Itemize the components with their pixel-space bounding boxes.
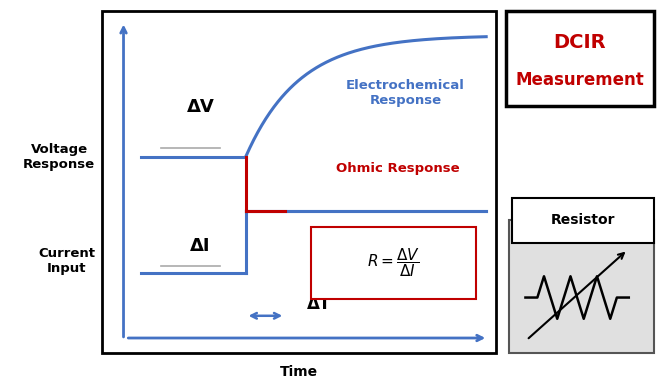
Text: DCIR: DCIR [553,33,606,52]
Text: Ohmic Response: Ohmic Response [336,162,459,175]
Text: $R = \dfrac{\Delta V}{\Delta I}$: $R = \dfrac{\Delta V}{\Delta I}$ [367,246,420,279]
Text: Electrochemical
Response: Electrochemical Response [346,79,464,108]
Text: Time: Time [280,365,318,379]
Bar [311,227,476,299]
Bar [102,11,496,353]
Bar [512,198,654,243]
Text: ΔI: ΔI [190,237,211,255]
Text: ΔT: ΔT [307,295,331,313]
Text: Resistor: Resistor [551,214,616,227]
Bar [509,220,654,353]
Text: Voltage
Response: Voltage Response [23,143,95,171]
Text: ΔV: ΔV [187,98,214,116]
Text: Current
Input: Current Input [38,247,95,275]
Bar [506,11,654,106]
Text: Measurement: Measurement [516,71,644,89]
